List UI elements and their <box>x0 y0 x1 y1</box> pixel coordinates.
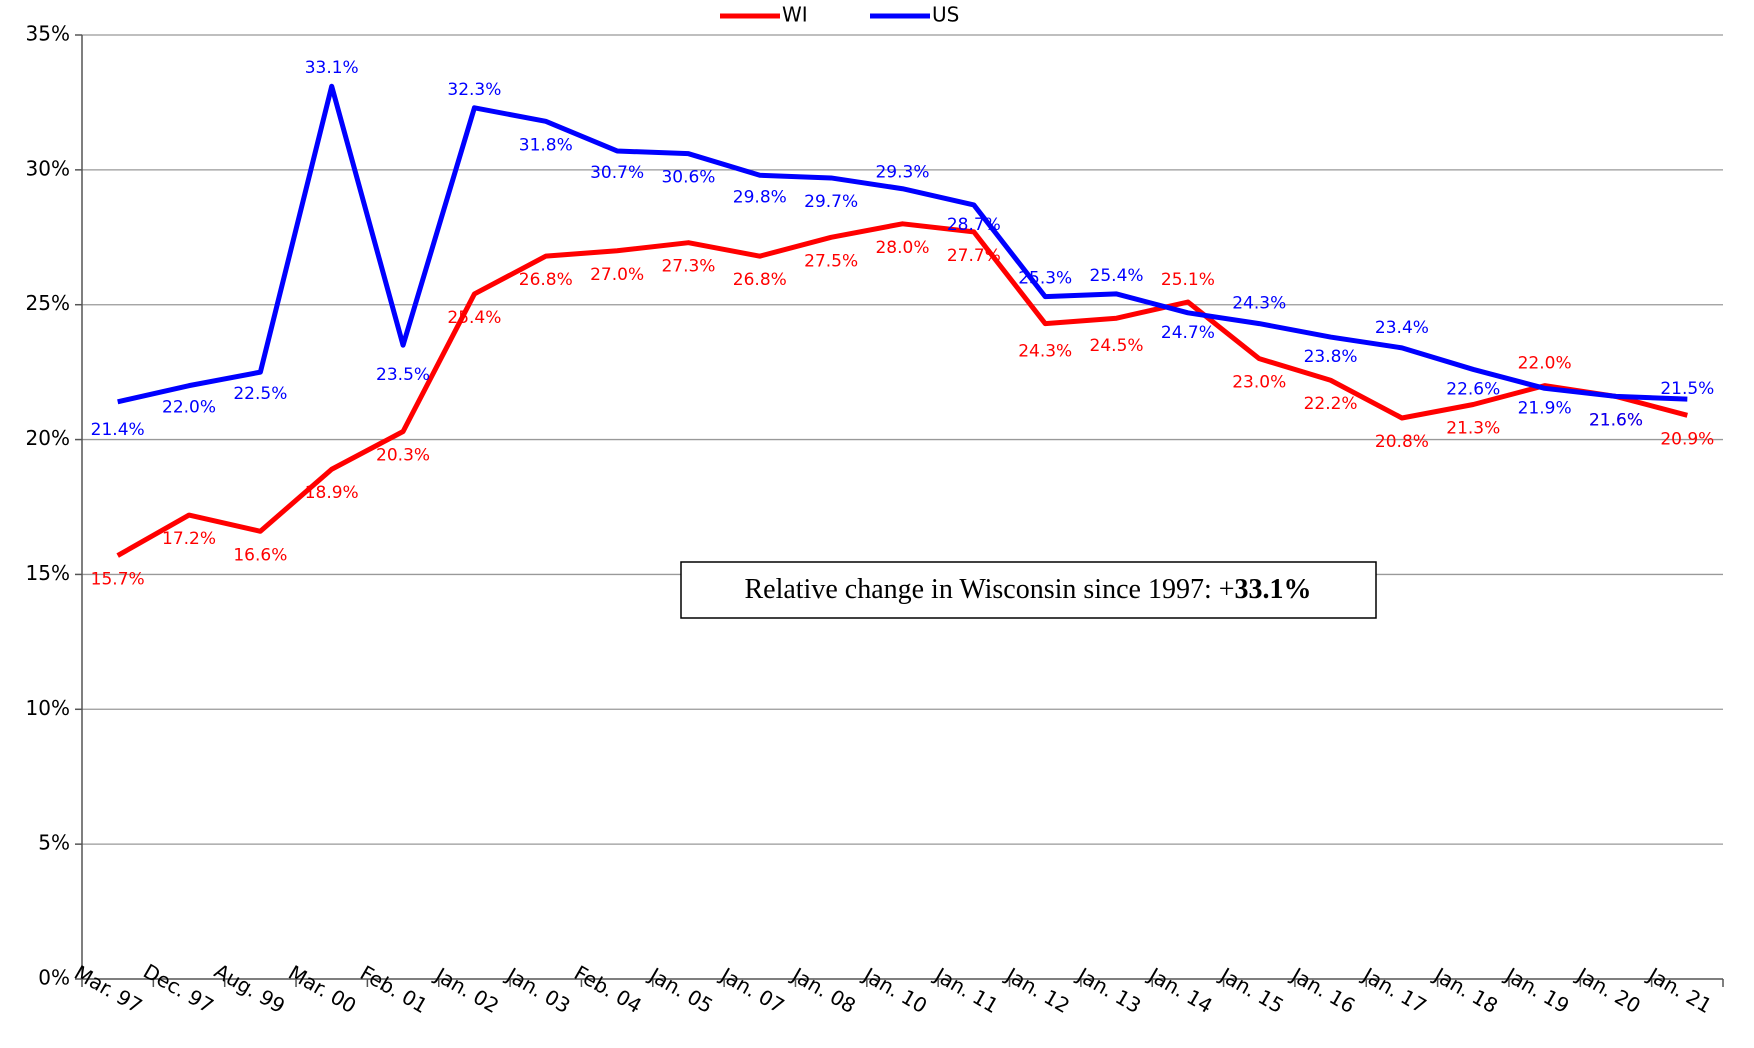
y-tick-label: 0% <box>38 966 70 990</box>
data-label: 21.6% <box>1589 410 1643 430</box>
data-label: 25.3% <box>1018 269 1072 289</box>
annotation-text: Relative change in Wisconsin since 1997:… <box>744 574 1234 605</box>
data-label: 23.8% <box>1304 347 1358 367</box>
y-tick-label: 15% <box>26 561 70 585</box>
annotation-box <box>680 561 1377 619</box>
data-label: 21.3% <box>1446 419 1500 439</box>
x-tick-label: Jan. 17 <box>1357 962 1430 1018</box>
data-label: 24.5% <box>1090 336 1144 356</box>
data-label: 27.3% <box>661 257 715 277</box>
data-label: 29.7% <box>804 192 858 212</box>
series-line <box>117 83 1688 405</box>
data-label: 25.4% <box>1090 266 1144 286</box>
data-label: 29.8% <box>733 187 787 207</box>
x-tick-label: Jan. 20 <box>1571 962 1644 1018</box>
y-tick-label: 35% <box>26 22 70 46</box>
x-tick-label: Jan. 19 <box>1500 962 1573 1018</box>
x-tick-label: Dec. 97 <box>139 959 218 1018</box>
x-tick-label: Jan. 15 <box>1215 962 1288 1018</box>
data-label: 20.8% <box>1375 432 1429 452</box>
data-label: 23.4% <box>1375 318 1429 338</box>
data-label: 21.6% <box>1589 410 1643 430</box>
data-label: 21.5% <box>1660 379 1714 399</box>
data-label: 28.0% <box>875 238 929 258</box>
data-label: 18.9% <box>305 483 359 503</box>
data-label: 22.0% <box>1518 354 1572 374</box>
data-label: 31.8% <box>519 135 573 155</box>
legend-label: WI <box>782 3 808 27</box>
y-tick-label: 10% <box>26 696 70 720</box>
series-line <box>116 221 1688 558</box>
x-tick-label: Jan. 12 <box>1000 962 1073 1018</box>
data-label: 25.1% <box>1161 270 1215 290</box>
data-label: 30.6% <box>661 168 715 188</box>
data-label: 16.6% <box>233 545 287 565</box>
y-tick-label: 20% <box>26 426 70 450</box>
data-label: 29.3% <box>875 163 929 183</box>
annotation-emphasis: 33.1% <box>1235 574 1312 605</box>
x-tick-label: Feb. 04 <box>570 961 646 1019</box>
data-label: 15.7% <box>91 570 145 590</box>
x-tick-label: Jan. 10 <box>858 962 931 1018</box>
x-tick-label: Jan. 07 <box>715 962 788 1018</box>
x-tick-label: Jan. 13 <box>1072 962 1145 1018</box>
annotation: Relative change in Wisconsin since 1997:… <box>744 574 1311 605</box>
x-tick-label: Jan. 18 <box>1429 962 1502 1018</box>
data-label: 20.9% <box>1660 429 1714 449</box>
x-tick-label: Aug. 99 <box>210 959 289 1018</box>
data-label: 22.5% <box>233 384 287 404</box>
data-label: 21.4% <box>91 420 145 440</box>
data-label: 28.7% <box>947 215 1001 235</box>
x-tick-label: Mar. 00 <box>284 960 360 1018</box>
x-tick-label: Jan. 03 <box>501 962 574 1018</box>
data-label: 27.7% <box>947 246 1001 266</box>
legend-label: US <box>932 3 959 27</box>
data-label: 23.5% <box>376 365 430 385</box>
data-label: 27.5% <box>804 251 858 271</box>
x-tick-label: Mar. 97 <box>70 960 146 1018</box>
data-label: 30.7% <box>590 163 644 183</box>
data-label: 32.3% <box>447 80 501 100</box>
x-tick-label: Feb. 01 <box>356 961 432 1019</box>
y-tick-label: 25% <box>26 291 70 315</box>
data-label: 17.2% <box>162 529 216 549</box>
x-tick-label: Jan. 02 <box>430 962 503 1018</box>
data-label: 22.0% <box>162 398 216 418</box>
data-label: 33.1% <box>305 58 359 78</box>
data-label: 25.4% <box>447 308 501 328</box>
x-tick-label: Jan. 14 <box>1143 962 1216 1018</box>
data-label: 26.8% <box>519 270 573 290</box>
x-tick-label: Jan. 16 <box>1286 962 1359 1018</box>
y-tick-label: 5% <box>38 831 70 855</box>
x-tick-label: Jan. 05 <box>644 962 717 1018</box>
x-tick-label: Jan. 08 <box>786 962 859 1018</box>
x-tick-label: Jan. 21 <box>1643 962 1716 1018</box>
data-label: 24.7% <box>1161 323 1215 343</box>
data-label: 20.3% <box>376 445 430 465</box>
data-label: 26.8% <box>733 270 787 290</box>
data-label: 23.0% <box>1232 373 1286 393</box>
x-tick-label: Jan. 11 <box>929 962 1002 1018</box>
data-label: 22.6% <box>1446 379 1500 399</box>
data-label: 22.2% <box>1304 394 1358 414</box>
y-tick-label: 30% <box>26 156 70 180</box>
data-label: 21.9% <box>1518 398 1572 418</box>
data-label: 27.0% <box>590 265 644 285</box>
data-label: 24.3% <box>1232 294 1286 314</box>
data-label: 24.3% <box>1018 342 1072 362</box>
